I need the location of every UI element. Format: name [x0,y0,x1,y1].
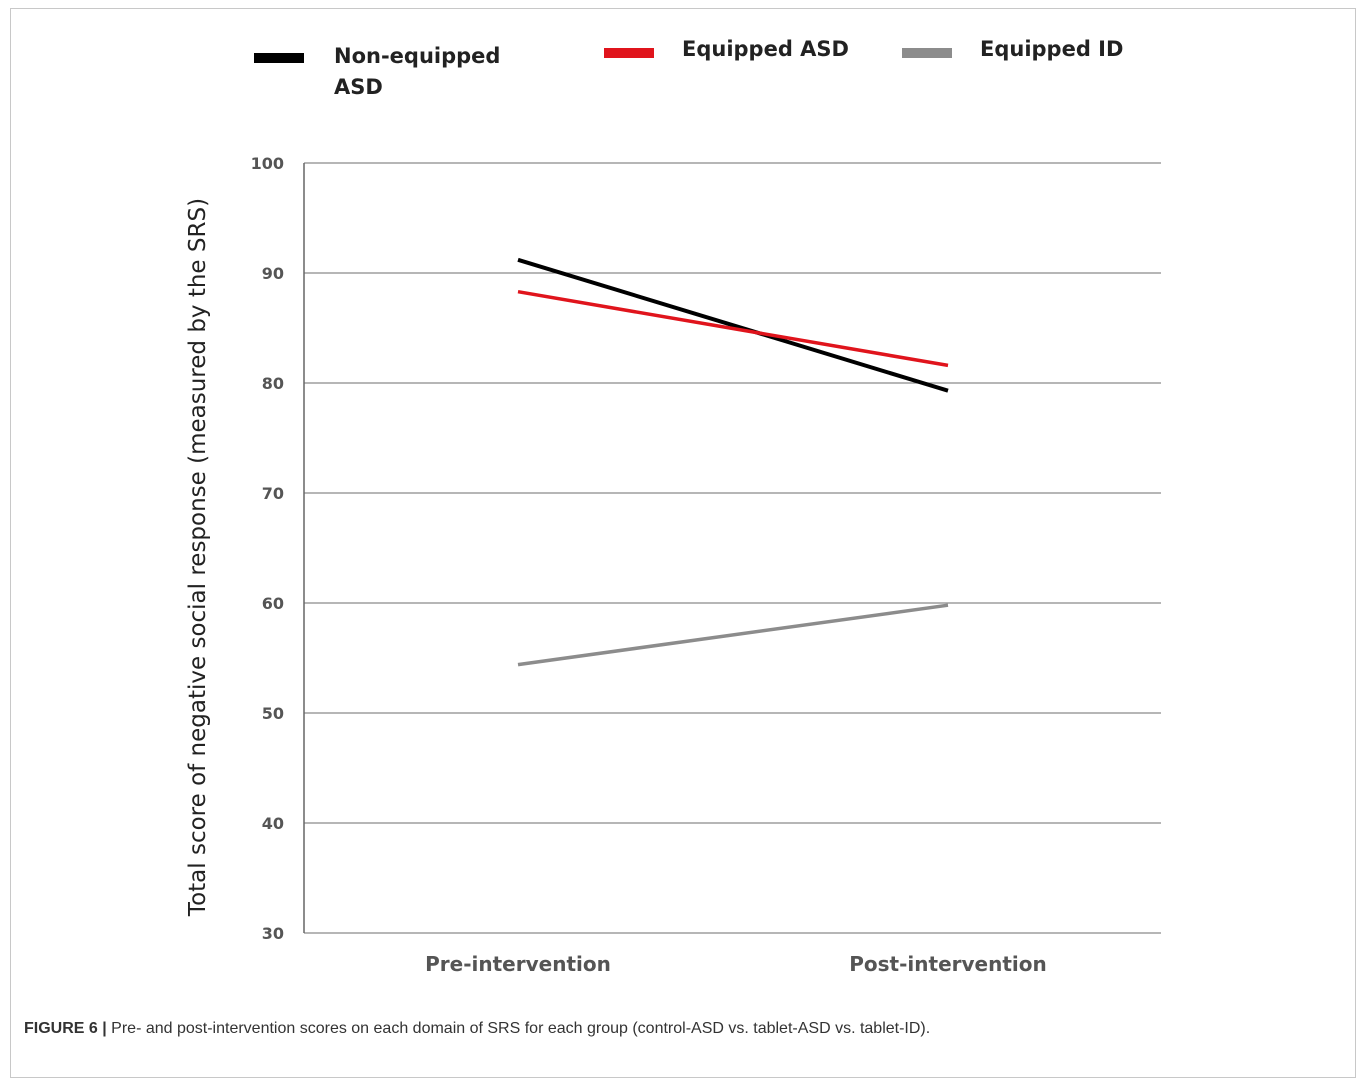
series-line [517,289,949,368]
figure-caption: FIGURE 6 | Pre- and post-intervention sc… [24,1020,930,1038]
x-tick-labels: Pre-intervention Post-intervention [425,952,1047,976]
legend-label: ASD [334,75,383,99]
series-line [517,603,949,667]
caption-text: Pre- and post-intervention scores on eac… [106,1020,931,1037]
legend-label: Equipped ID [980,37,1123,61]
y-tick-label: 70 [262,484,284,503]
caption-lead: FIGURE 6 | [24,1020,107,1037]
legend-swatch [902,48,952,58]
x-tick-label: Post-intervention [849,952,1046,976]
y-tick-label: 100 [251,154,284,173]
legend-label: Non-equipped [334,44,500,68]
y-tick-labels: 100 90 80 70 60 50 40 30 [251,154,284,943]
legend: Non-equipped ASD Equipped ASD Equipped ID [254,37,1123,99]
y-tick-label: 40 [262,814,284,833]
y-tick-label: 50 [262,704,284,723]
legend-swatch [254,53,304,63]
y-tick-label: 80 [262,374,284,393]
y-tick-label: 60 [262,594,284,613]
legend-swatch [604,48,654,58]
legend-label: Equipped ASD [682,37,849,61]
y-tick-label: 30 [262,924,284,943]
y-tick-label: 90 [262,264,284,283]
line-chart: 100 90 80 70 60 50 40 30 Pre-intervention Post-i… [185,37,1161,976]
series-line [517,257,949,393]
x-tick-label: Pre-intervention [425,952,611,976]
series-lines [517,257,949,667]
gridlines [304,162,1161,934]
y-axis-label: Total score of negative social response … [185,198,211,917]
